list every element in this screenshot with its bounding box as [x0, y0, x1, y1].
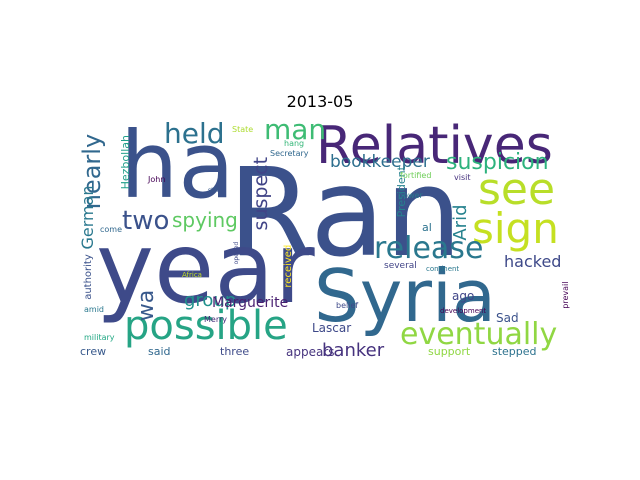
cloud-word: banker — [322, 340, 385, 361]
cloud-word: continent — [426, 265, 460, 273]
cloud-word: several — [384, 261, 417, 271]
cloud-word: Syria — [314, 254, 497, 338]
cloud-word: opened — [233, 241, 240, 265]
cloud-word: hacked — [504, 252, 562, 271]
cloud-word: held — [164, 120, 225, 150]
cloud-word: eventually — [400, 317, 558, 352]
chart-title: 2013-05 — [286, 92, 354, 111]
cloud-word: Secretary — [270, 149, 309, 158]
cloud-word: hang — [284, 139, 305, 148]
cloud-word: possible — [124, 303, 288, 349]
cloud-word: received — [283, 244, 294, 288]
cloud-word: Relatives — [316, 120, 553, 176]
cloud-word: release — [374, 231, 484, 266]
cloud-word: three — [220, 345, 250, 358]
cloud-word: development — [440, 307, 487, 315]
cloud-word: amid — [84, 305, 104, 314]
cloud-word: come — [100, 225, 123, 234]
word-cloud: Ran year ha Syria Relatives possible see sign re… — [80, 120, 580, 370]
cloud-word: spying — [172, 208, 238, 232]
cloud-word: suspect — [250, 156, 272, 231]
cloud-word: State — [232, 125, 254, 134]
cloud-word: Merry — [204, 315, 227, 324]
cloud-word: Marguerite — [212, 295, 289, 311]
cloud-word: appears — [286, 345, 335, 359]
cloud-word: group — [184, 290, 237, 311]
cloud-word: crew — [80, 345, 107, 358]
cloud-word: military — [84, 333, 115, 342]
cloud-word: man — [264, 120, 327, 146]
cloud-word: belief — [336, 301, 359, 310]
cloud-word: power — [398, 191, 423, 200]
cloud-word: Hezbollah — [119, 135, 132, 190]
cloud-word: still — [208, 187, 219, 194]
cloud-word: German — [80, 185, 97, 250]
cloud-word: prevail — [561, 281, 570, 309]
cloud-word: John — [148, 175, 166, 184]
cloud-word: said — [148, 345, 171, 358]
cloud-word: see — [478, 164, 556, 215]
cloud-word: wa — [134, 289, 159, 322]
cloud-word: suspicion — [446, 150, 549, 175]
cloud-word: Lascar — [312, 321, 352, 335]
cloud-word: al — [422, 221, 432, 234]
cloud-word: Arid — [450, 204, 471, 241]
cloud-word: bookkeeper — [330, 152, 430, 172]
cloud-word: ago — [452, 289, 475, 303]
cloud-word: two — [122, 206, 170, 236]
cloud-word: Africa — [182, 271, 202, 279]
cloud-word: Ran — [228, 142, 463, 284]
cloud-word: fortified — [400, 171, 432, 180]
cloud-word: authority — [83, 254, 94, 300]
cloud-word: support — [428, 345, 471, 358]
cloud-word: ha — [120, 120, 235, 219]
cloud-word: stepped — [492, 345, 537, 358]
cloud-word: sign — [472, 204, 559, 253]
cloud-word: visit — [454, 173, 471, 182]
cloud-word: year — [96, 212, 315, 326]
cloud-word: Sad — [496, 311, 519, 325]
